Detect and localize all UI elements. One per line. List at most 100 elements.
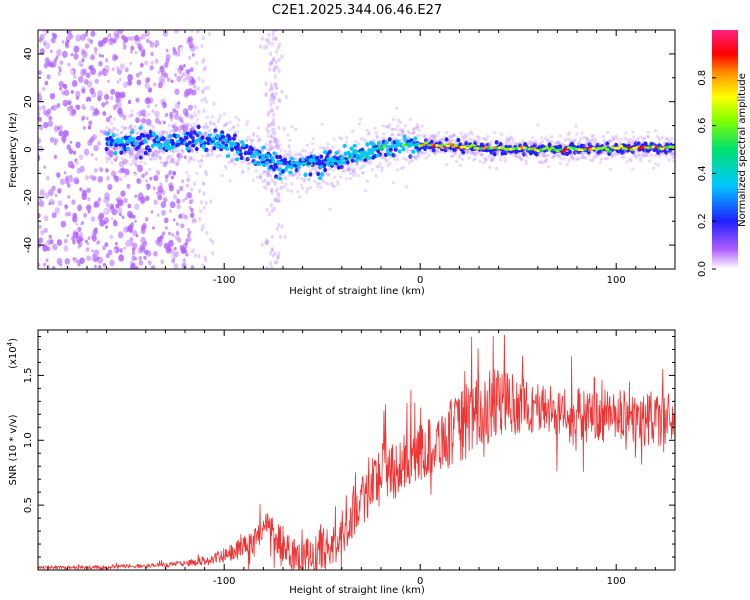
spectrogram-ridge-cell <box>342 143 347 149</box>
spectrogram-halo-cell <box>367 161 371 165</box>
spectrogram-halo-cell <box>499 132 504 136</box>
spectrogram-halo-cell <box>361 146 365 150</box>
spectrogram-halo-cell <box>631 167 635 171</box>
spectrogram-halo-cell <box>419 151 423 155</box>
spectrogram-halo-cell <box>556 154 561 158</box>
spectrogram-ridge-cell <box>119 150 124 155</box>
spectrogram-halo-cell <box>272 145 276 150</box>
spectrogram-noise-cell <box>105 116 111 123</box>
spectrogram-halo-cell <box>483 137 487 141</box>
spectrogram-noise-cell <box>169 157 175 164</box>
spectrogram-noise-cell <box>271 127 274 133</box>
spectrogram-halo-cell <box>585 144 589 148</box>
spectrogram-halo-cell <box>204 131 208 135</box>
spectrogram-halo-cell <box>119 131 123 135</box>
spectrogram-halo-cell <box>472 150 476 154</box>
spectrogram-halo-cell <box>208 120 213 124</box>
spectrogram-halo-cell <box>139 145 143 149</box>
spectrogram-halo-cell <box>190 150 194 154</box>
spectrogram-halo-cell <box>181 150 185 154</box>
spectrogram-noise-cell <box>137 197 141 202</box>
spectrogram-halo-cell <box>334 165 338 169</box>
spectrogram-noise-cell <box>87 100 92 106</box>
spectrogram-halo-cell <box>609 152 613 156</box>
spectrogram-noise-cell <box>59 178 66 185</box>
spectrogram-halo-cell <box>391 132 395 136</box>
spectrogram-halo-cell <box>582 136 586 140</box>
spectrogram-halo-cell <box>144 114 148 118</box>
spectrogram-noise-cell <box>181 247 187 254</box>
spectrogram-halo-cell <box>490 156 494 160</box>
spectrogram-halo-cell <box>383 156 387 160</box>
spectrogram-noise-cell <box>182 78 187 83</box>
spectrogram-halo-cell <box>109 121 114 125</box>
spectrogram-halo-cell <box>447 139 451 143</box>
spectrogram-halo-cell <box>277 174 281 178</box>
spectrogram-noise-cell <box>270 60 274 65</box>
spectrogram-noise-cell <box>268 88 272 93</box>
spectrogram-core-cell <box>616 146 621 150</box>
spectrogram-halo-cell <box>523 152 527 156</box>
spectrogram-halo-cell <box>597 142 602 146</box>
spectrogram-halo-cell <box>421 152 425 156</box>
spectrogram-noise-cell <box>75 90 81 98</box>
spectrogram-halo-cell <box>243 159 247 163</box>
spectrogram-halo-cell <box>135 116 139 120</box>
spectrogram-noise-cell <box>154 110 160 118</box>
spectrogram-halo-cell <box>348 168 352 172</box>
spectrogram-core-cell <box>322 163 327 166</box>
spectrogram-noise-cell <box>157 185 164 193</box>
spectrogram-halo-cell <box>504 141 508 145</box>
spectrogram-noise-cell <box>269 51 273 57</box>
spectrogram-halo-cell <box>365 161 369 165</box>
spectrogram-halo-cell <box>176 149 180 153</box>
spectrogram-noise-cell <box>124 67 129 73</box>
spectrogram-noise-cell <box>114 91 121 99</box>
spectrogram-halo-cell <box>261 171 265 175</box>
spectrogram-noise-cell <box>134 194 138 198</box>
spectrogram-noise-cell <box>190 207 194 213</box>
spectrogram-noise-cell <box>132 173 138 180</box>
spectrogram-noise-cell <box>87 37 91 42</box>
spectrogram-core-cell <box>266 154 271 158</box>
spectrogram-noise-cell <box>83 212 88 218</box>
spectrogram-halo-cell <box>161 130 165 134</box>
spectrogram-noise-cell <box>210 152 214 157</box>
spectrogram-halo-cell <box>265 148 269 152</box>
spectrogram-core-cell <box>363 158 368 162</box>
spectrogram-halo-cell <box>625 137 629 142</box>
spectrogram-noise-cell <box>110 96 114 101</box>
spectrogram-noise-cell <box>266 112 270 117</box>
spectrogram-noise-cell <box>271 32 275 37</box>
spectrogram-core-cell <box>659 147 665 151</box>
spectrogram-noise-cell <box>102 111 107 116</box>
spectrogram-core-cell <box>225 154 231 158</box>
spectrogram-noise-cell <box>90 216 96 222</box>
spectrogram-noise-cell <box>107 129 111 133</box>
spectrogram-noise-cell <box>204 122 208 127</box>
spectrogram-noise-cell <box>115 203 120 209</box>
spectrogram-noise-cell <box>68 148 74 155</box>
spectrogram-noise-cell <box>188 153 193 160</box>
spectrogram-noise-cell <box>137 105 143 113</box>
spectrogram-halo-cell <box>381 151 385 155</box>
spectrogram-halo-cell <box>321 146 325 150</box>
spectrogram-ridge-cell <box>345 160 350 165</box>
spectrogram-halo-cell <box>208 122 213 126</box>
spectrogram-ridge-cell <box>323 167 328 173</box>
spectrogram-noise-cell <box>66 144 71 151</box>
spectrogram-halo-cell <box>274 137 278 141</box>
spectrogram-halo-cell <box>546 137 550 142</box>
spectrogram-halo-cell <box>408 149 412 153</box>
spectrogram-ridge-cell <box>392 139 397 145</box>
spectrogram-halo-cell <box>210 115 214 119</box>
spectrogram-noise-cell <box>64 42 69 47</box>
spectrogram-noise-cell <box>204 258 208 263</box>
spectrogram-halo-cell <box>558 161 562 165</box>
spectrogram-noise-cell <box>134 51 138 55</box>
spectrogram-halo-cell <box>339 175 343 179</box>
spectrogram-core-cell <box>249 154 255 158</box>
spectrogram-halo-cell <box>285 152 289 156</box>
spectrogram-ridge-cell <box>224 143 229 148</box>
